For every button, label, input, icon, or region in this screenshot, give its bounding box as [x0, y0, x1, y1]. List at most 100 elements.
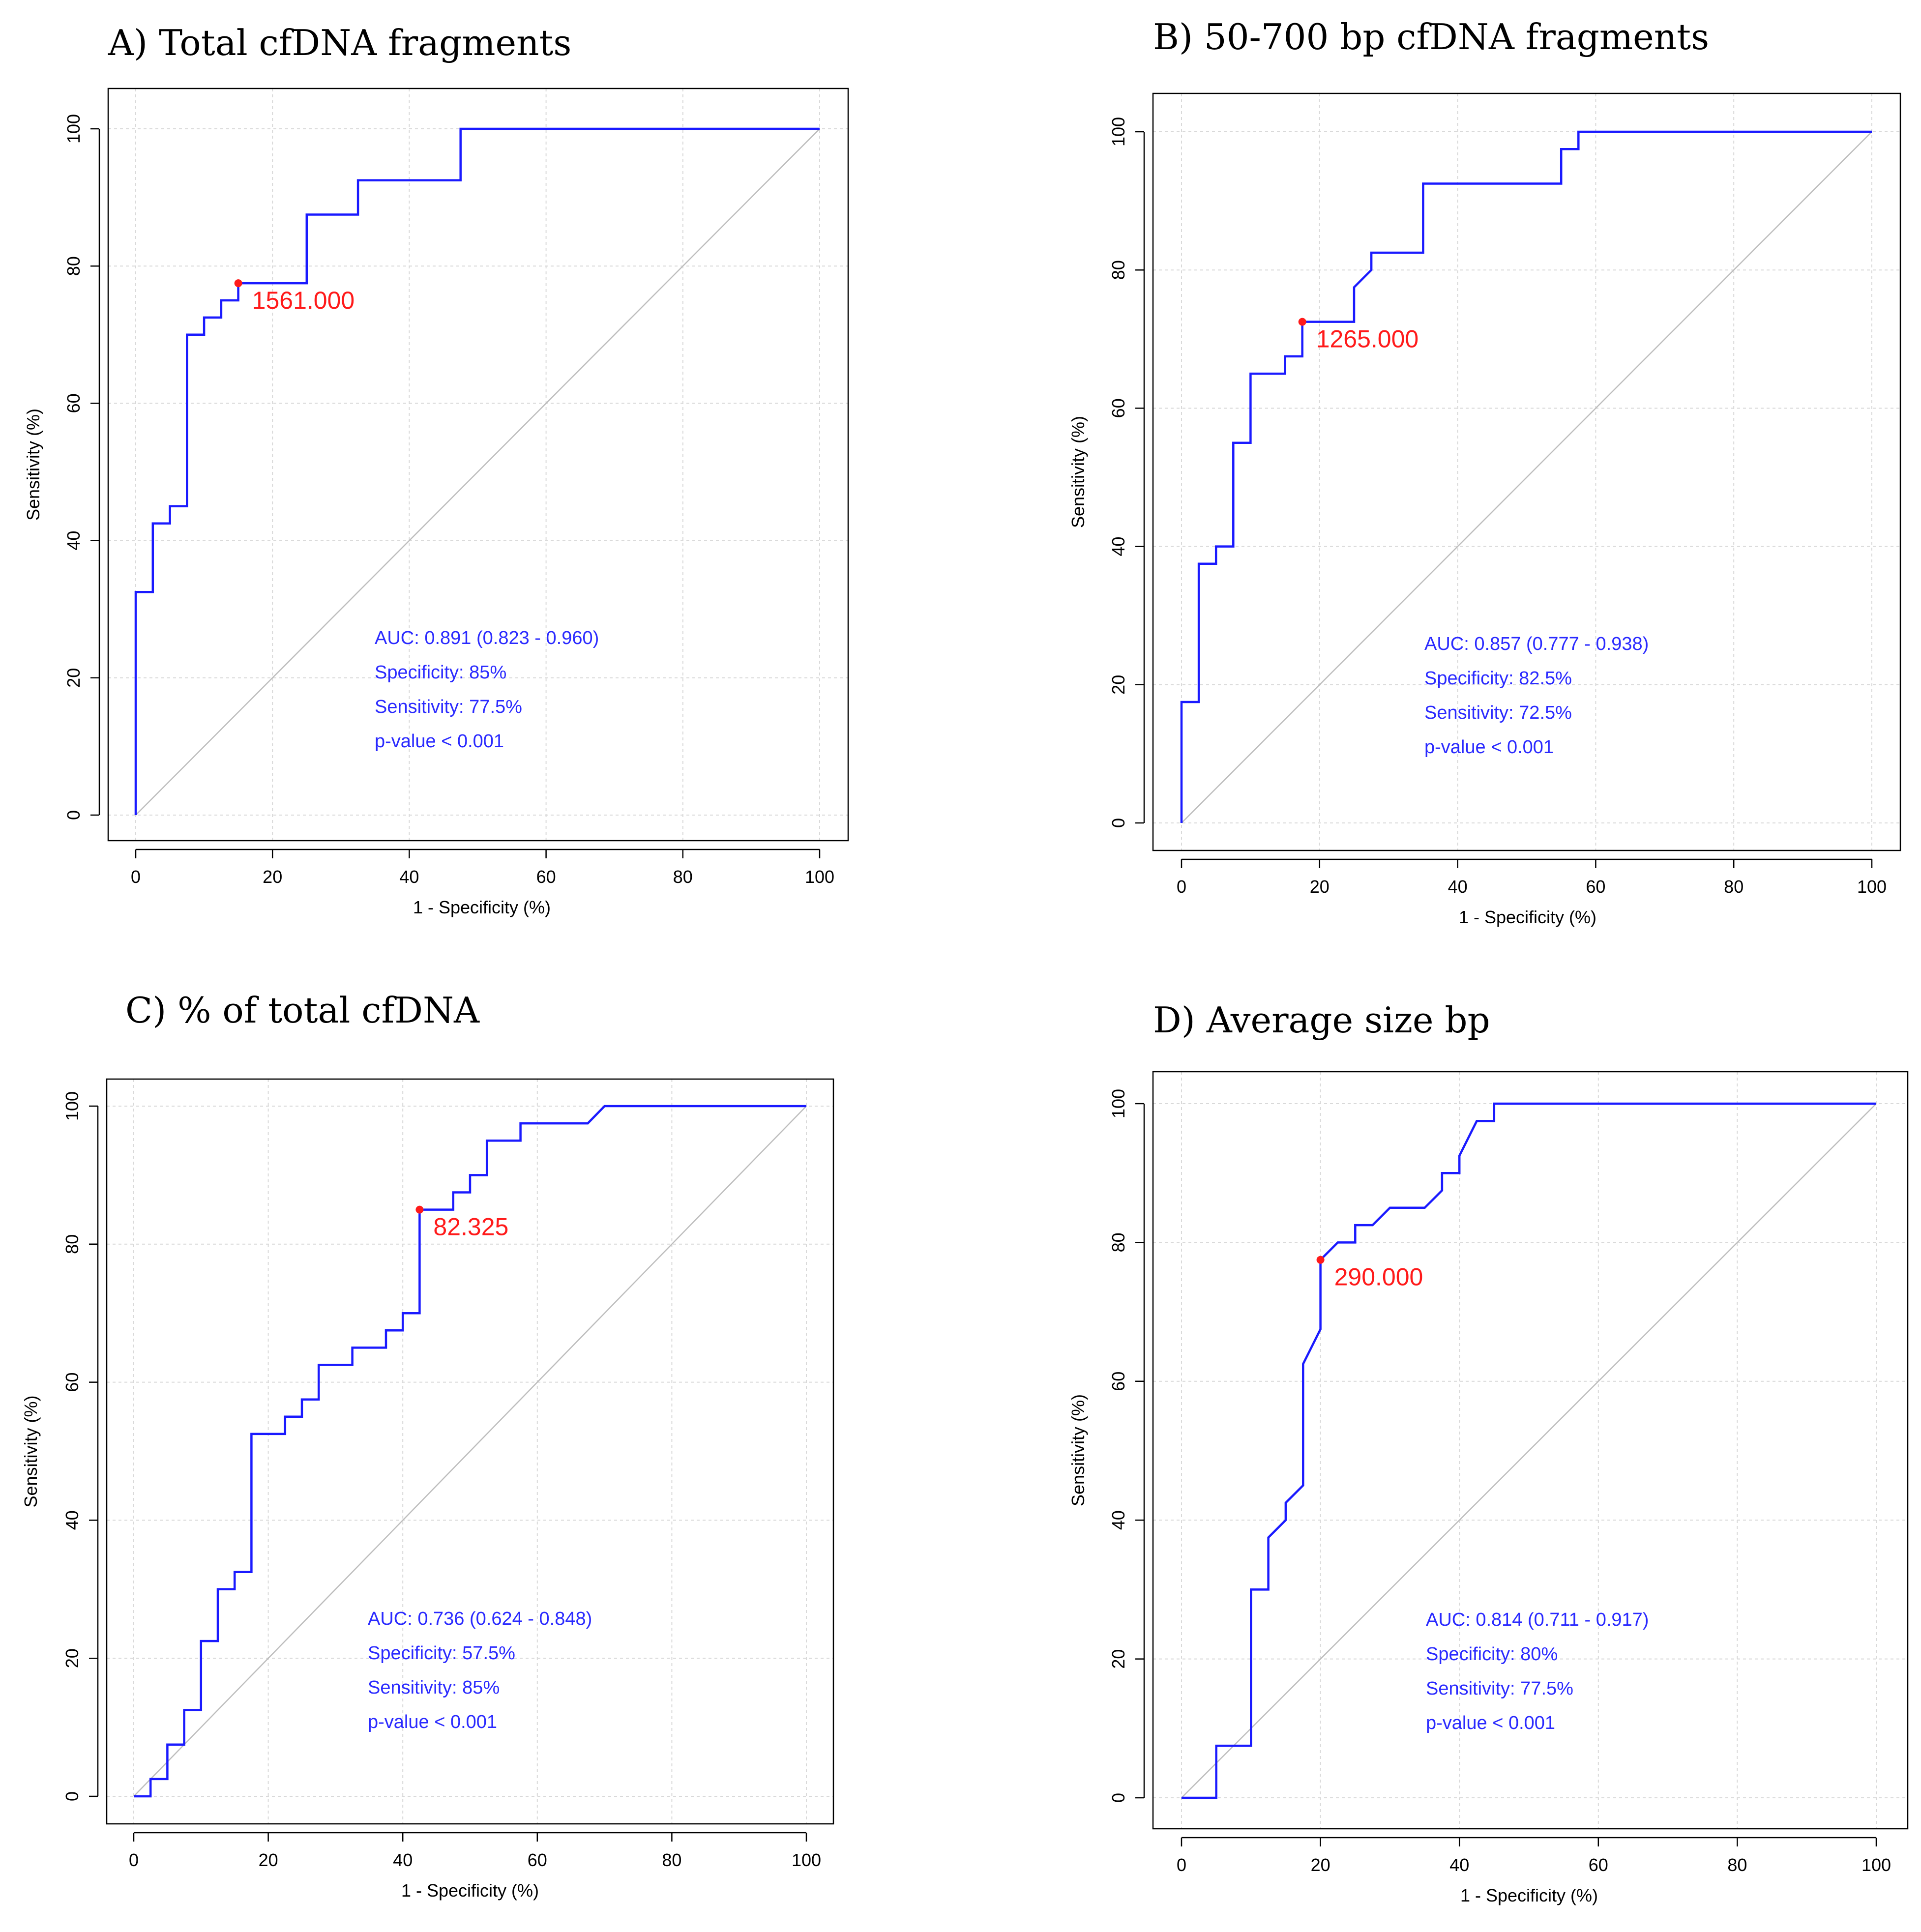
x-tick-label: 40: [399, 867, 419, 887]
x-tick-label: 80: [1727, 1855, 1747, 1875]
stats-line: p-value < 0.001: [1426, 1713, 1555, 1733]
stats-line: AUC: 0.736 (0.624 - 0.848): [368, 1609, 592, 1629]
x-tick-label: 60: [1589, 1855, 1608, 1875]
y-tick-label: 20: [1108, 675, 1128, 695]
stats-line: AUC: 0.857 (0.777 - 0.938): [1424, 634, 1649, 654]
x-tick-label: 60: [536, 867, 556, 887]
y-tick-label: 60: [1108, 1372, 1128, 1391]
x-tick-label: 0: [1177, 877, 1186, 897]
x-tick-label: 20: [263, 867, 282, 887]
stats-line: Sensitivity: 85%: [368, 1677, 500, 1698]
stats-line: p-value < 0.001: [375, 731, 504, 752]
plot-frame: [106, 1078, 834, 1825]
stats-line: AUC: 0.814 (0.711 - 0.917): [1426, 1610, 1649, 1630]
y-tick-label: 0: [62, 1791, 82, 1801]
threshold-point: [415, 1205, 424, 1214]
stats-line: AUC: 0.891 (0.823 - 0.960): [375, 628, 599, 648]
x-tick-label: 0: [129, 1850, 139, 1870]
y-tick-label: 60: [62, 1373, 82, 1392]
x-tick-label: 40: [1448, 877, 1468, 897]
plot-frame: [1152, 92, 1901, 851]
x-tick-label: 80: [1724, 877, 1744, 897]
x-tick-label: 40: [1449, 1855, 1469, 1875]
x-tick-label: 100: [1862, 1855, 1891, 1875]
roc-curve: [1180, 130, 1872, 823]
stats-line: p-value < 0.001: [1424, 737, 1554, 758]
y-tick-label: 60: [1108, 398, 1128, 418]
panel-b: B) 50-700 bp cfDNA fragments 0 20 40 60 80 100…: [1068, 16, 1901, 927]
plot-frame: [107, 88, 849, 842]
stats-line: Specificity: 57.5%: [368, 1643, 515, 1664]
x-tick-label: 20: [1310, 877, 1330, 897]
y-tick-label: 0: [1108, 1793, 1128, 1803]
y-tick-label: 100: [1108, 1089, 1128, 1118]
stats-line: Sensitivity: 77.5%: [375, 697, 522, 717]
plot-frame: [1152, 1071, 1909, 1830]
y-tick-label: 40: [1108, 1510, 1128, 1530]
stats-line: Specificity: 82.5%: [1424, 668, 1572, 689]
x-tick-label: 20: [1311, 1855, 1330, 1875]
x-tick-label: 60: [528, 1850, 547, 1870]
y-tick-label: 20: [1108, 1649, 1128, 1669]
y-axis-label: Sensitivity (%): [23, 409, 43, 521]
y-axis-label: Sensitivity (%): [21, 1395, 41, 1507]
reference-diagonal: [135, 128, 820, 816]
stats-line: Sensitivity: 72.5%: [1424, 703, 1572, 723]
threshold-label: 290.000: [1334, 1263, 1423, 1291]
y-tick-label: 100: [1108, 117, 1128, 146]
panel-c: C) % of total cfDNA 0 20 40 60 80 100 1 - Speci…: [21, 990, 834, 1901]
panel-d: D) Average size bp 0 20 40 60 80 100 1 - Specif…: [1068, 999, 1909, 1905]
roc-curve: [134, 1105, 806, 1798]
reference-diagonal: [133, 1106, 807, 1797]
threshold-label: 1265.000: [1316, 325, 1419, 353]
reference-diagonal: [1181, 1103, 1877, 1798]
y-tick-label: 20: [63, 668, 84, 688]
y-axis-label: Sensitivity (%): [1068, 1394, 1088, 1506]
y-tick-label: 40: [62, 1510, 82, 1530]
stats-line: Specificity: 80%: [1426, 1644, 1558, 1665]
panel-title: A) Total cfDNA fragments: [108, 22, 571, 63]
panel-title: D) Average size bp: [1153, 999, 1490, 1041]
y-tick-label: 0: [1108, 818, 1128, 828]
x-tick-label: 0: [1177, 1855, 1186, 1875]
y-tick-label: 80: [1108, 1232, 1128, 1252]
x-tick-label: 20: [259, 1850, 278, 1870]
x-tick-label: 100: [1857, 877, 1887, 897]
x-tick-label: 100: [792, 1850, 821, 1870]
x-tick-label: 80: [662, 1850, 681, 1870]
stats-line: Sensitivity: 77.5%: [1426, 1678, 1573, 1699]
y-tick-label: 40: [63, 531, 84, 551]
x-axis-label: 1 - Specificity (%): [1460, 1885, 1598, 1905]
threshold-label: 1561.000: [252, 287, 355, 314]
stats-line: Specificity: 85%: [375, 662, 506, 683]
y-tick-label: 20: [62, 1648, 82, 1668]
x-tick-label: 100: [805, 867, 834, 887]
x-tick-label: 0: [131, 867, 141, 887]
y-tick-label: 60: [63, 393, 84, 413]
x-tick-label: 60: [1586, 877, 1605, 897]
stats-line: p-value < 0.001: [368, 1712, 497, 1732]
y-tick-label: 80: [62, 1234, 82, 1254]
x-axis-label: 1 - Specificity (%): [1459, 907, 1596, 927]
roc-curve: [1182, 1102, 1876, 1799]
roc-curve: [134, 127, 820, 815]
y-tick-label: 80: [63, 256, 84, 276]
y-tick-label: 0: [63, 810, 84, 820]
threshold-point: [234, 279, 242, 288]
panel-title: B) 50-700 bp cfDNA fragments: [1153, 16, 1709, 58]
y-tick-label: 40: [1108, 537, 1128, 556]
x-tick-label: 80: [673, 867, 693, 887]
x-tick-label: 40: [393, 1850, 413, 1870]
panel-a: A) Total cfDNA fragments 0 20 40 60 80 100 1 - …: [23, 22, 849, 917]
y-tick-label: 100: [63, 114, 84, 144]
panel-title: C) % of total cfDNA: [125, 990, 480, 1031]
y-tick-label: 80: [1108, 260, 1128, 280]
x-axis-label: 1 - Specificity (%): [401, 1880, 539, 1901]
reference-diagonal: [1181, 131, 1872, 823]
x-axis-label: 1 - Specificity (%): [413, 897, 551, 917]
threshold-point: [1298, 318, 1306, 326]
threshold-label: 82.325: [433, 1213, 508, 1241]
y-tick-label: 100: [62, 1091, 82, 1121]
y-axis-label: Sensitivity (%): [1068, 416, 1088, 528]
